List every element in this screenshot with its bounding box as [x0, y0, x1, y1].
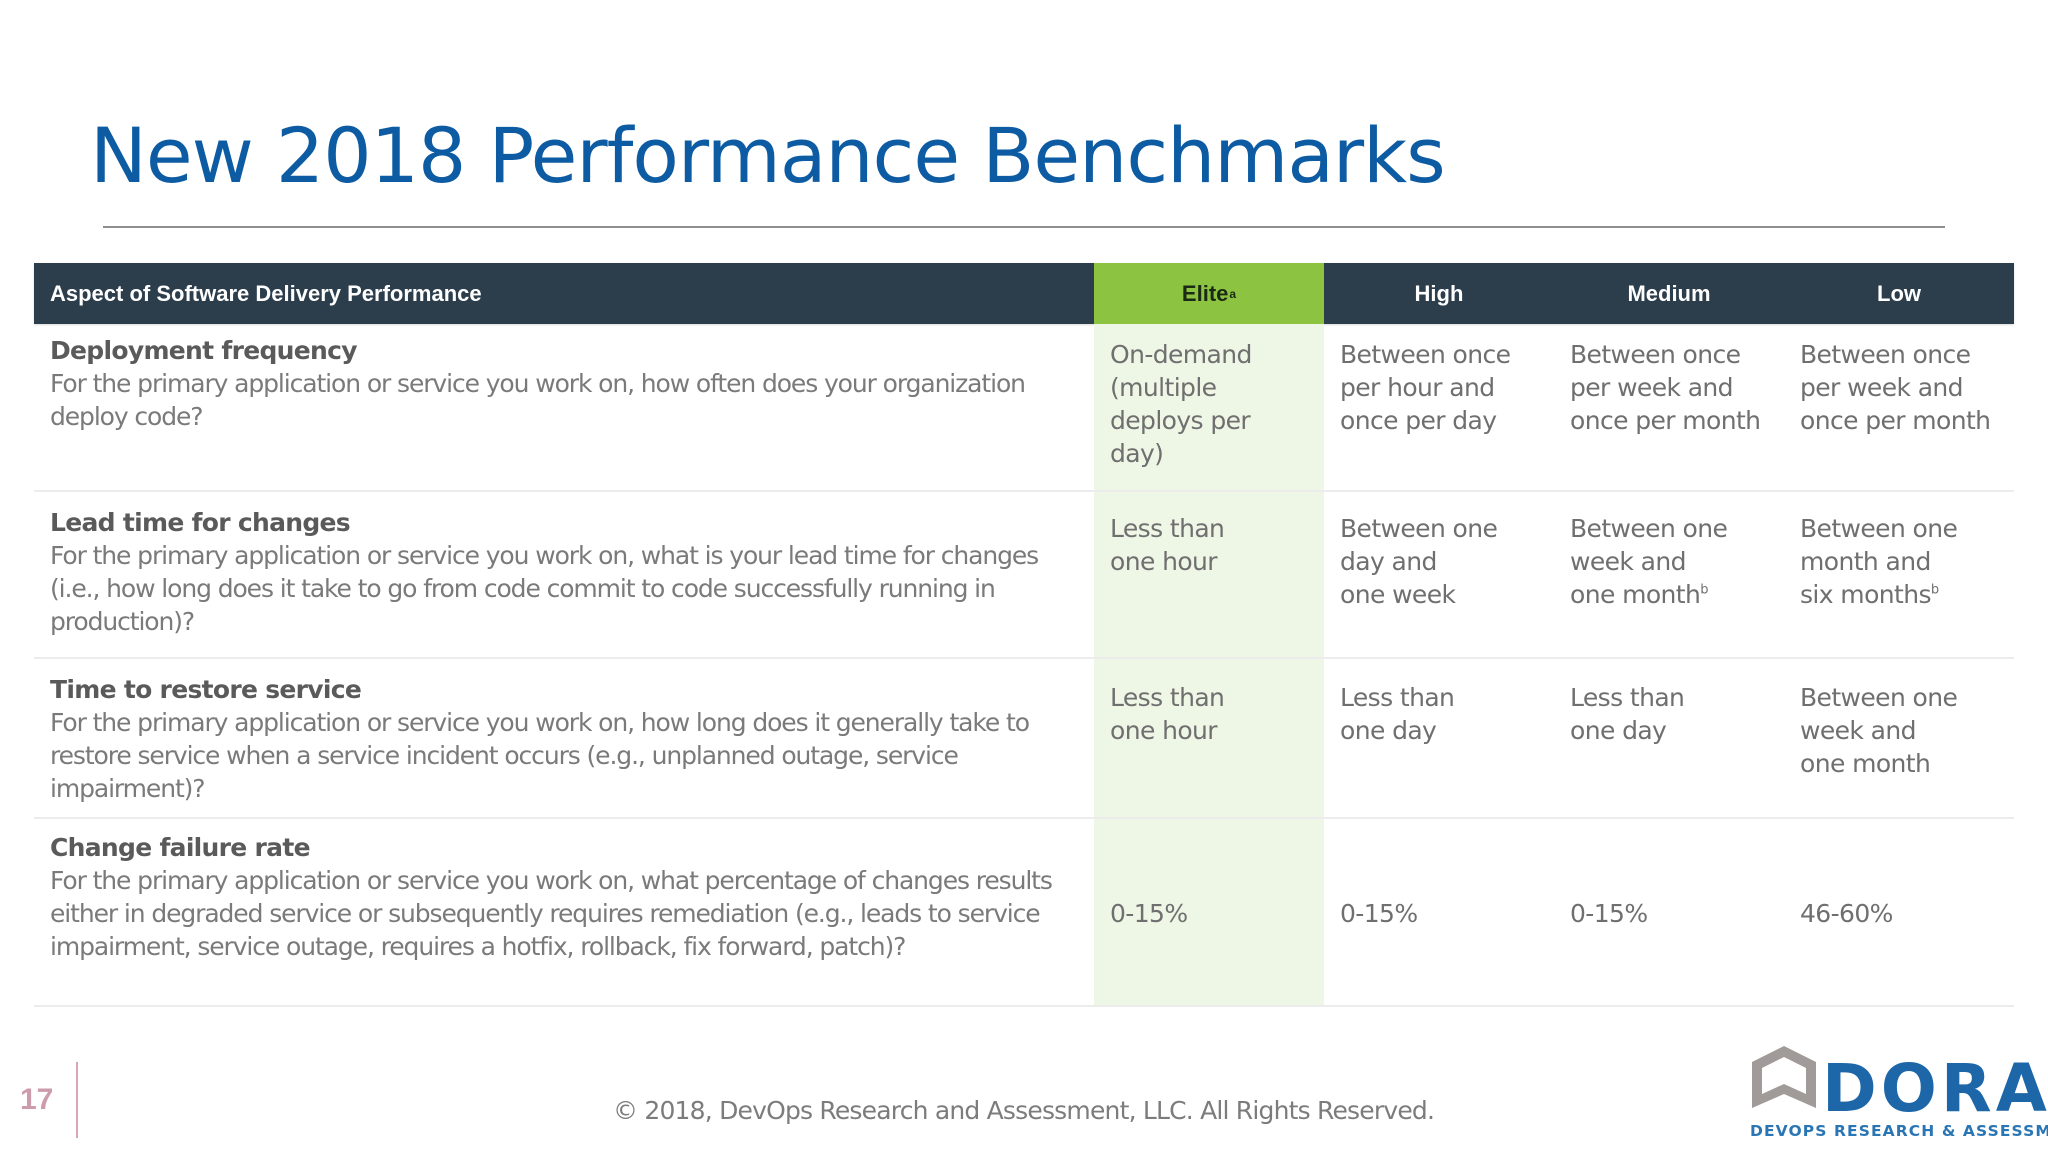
- value-line: 0-15%: [1340, 899, 1418, 928]
- aspect-name: Deployment frequency: [50, 336, 358, 365]
- low-cell: Between one week and one month: [1784, 659, 2014, 817]
- value-line: Between one: [1800, 683, 1958, 712]
- value-line: Between one: [1570, 514, 1728, 543]
- slide-title: New 2018 Performance Benchmarks: [90, 111, 1446, 200]
- high-cell: Less than one day: [1324, 659, 1554, 817]
- value-text: one month: [1570, 580, 1701, 609]
- value-line: one hour: [1110, 716, 1218, 745]
- high-cell: Between once per hour and once per day: [1324, 324, 1554, 490]
- aspect-description: For the primary application or service y…: [50, 866, 1053, 961]
- footnote-marker: b: [1700, 582, 1708, 598]
- low-cell: Between once per week and once per month: [1784, 324, 2014, 490]
- value-line: one day: [1340, 716, 1437, 745]
- high-cell: 0-15%: [1324, 819, 1554, 1005]
- medium-cell: 0-15%: [1554, 819, 1784, 1005]
- aspect-cell: Lead time for changes For the primary ap…: [34, 492, 1094, 657]
- table-row-lead-time: Lead time for changes For the primary ap…: [34, 492, 2014, 659]
- logo-wordmark: DORA: [1822, 1050, 2048, 1127]
- aspect-description: For the primary application or service y…: [50, 369, 1026, 431]
- value-line: per week and: [1800, 373, 1964, 402]
- value-line: Between one: [1340, 514, 1498, 543]
- value-line: once per month: [1570, 406, 1761, 435]
- aspect-cell: Deployment frequency For the primary app…: [34, 324, 1094, 490]
- value-line: one hour: [1110, 547, 1218, 576]
- value-line: Less than: [1110, 514, 1225, 543]
- value-line: deploys per day): [1110, 406, 1251, 468]
- table-row-change-failure-rate: Change failure rate For the primary appl…: [34, 819, 2014, 1007]
- value-line: one week: [1340, 580, 1456, 609]
- value-line: Between one: [1800, 514, 1958, 543]
- low-cell: 46-60%: [1784, 819, 2014, 1005]
- value-line: On-demand: [1110, 340, 1252, 369]
- aspect-cell: Change failure rate For the primary appl…: [34, 819, 1094, 1005]
- medium-cell: Between once per week and once per month: [1554, 324, 1784, 490]
- value-line: week and: [1570, 547, 1686, 576]
- table-row-time-to-restore: Time to restore service For the primary …: [34, 659, 2014, 819]
- aspect-description: For the primary application or service y…: [50, 708, 1030, 803]
- table-header: Aspect of Software Delivery Performance …: [34, 263, 2014, 324]
- value-line: 0-15%: [1570, 899, 1648, 928]
- value-line: Less than: [1110, 683, 1225, 712]
- aspect-name: Change failure rate: [50, 833, 311, 862]
- header-elite-label: Elite: [1181, 280, 1229, 306]
- value-line: one month: [1800, 749, 1931, 778]
- aspect-name: Time to restore service: [50, 675, 362, 704]
- header-low: Low: [1877, 280, 1921, 306]
- aspect-description: For the primary application or service y…: [50, 541, 1039, 636]
- header-medium: Medium: [1627, 280, 1711, 306]
- dora-logo: DORA DEVOPS RESEARCH & ASSESSMENT: [1750, 1044, 2048, 1144]
- value-line: Less than: [1570, 683, 1685, 712]
- header-elite: Elite a: [1094, 263, 1324, 324]
- value-line: six monthsb: [1800, 578, 1998, 611]
- header-aspect: Aspect of Software Delivery Performance: [50, 280, 482, 306]
- title-divider: [103, 226, 1945, 228]
- low-cell: Between one month and six monthsb: [1784, 492, 2014, 657]
- value-line: Less than: [1340, 683, 1455, 712]
- elite-cell: Less than one hour: [1094, 492, 1324, 657]
- benchmarks-table: Aspect of Software Delivery Performance …: [34, 263, 2014, 1007]
- aspect-cell: Time to restore service For the primary …: [34, 659, 1094, 817]
- elite-cell: Less than one hour: [1094, 659, 1324, 817]
- value-line: per hour and: [1340, 373, 1495, 402]
- elite-cell: 0-15%: [1094, 819, 1324, 1005]
- elite-cell: On-demand (multiple deploys per day): [1094, 324, 1324, 490]
- value-line: once per month: [1800, 406, 1991, 435]
- value-line: Between once: [1340, 340, 1511, 369]
- value-line: 46-60%: [1800, 899, 1893, 928]
- logo-subtitle: DEVOPS RESEARCH & ASSESSMENT: [1750, 1122, 2048, 1140]
- value-line: Between once: [1570, 340, 1741, 369]
- value-line: day and: [1340, 547, 1437, 576]
- table-row-deployment-frequency: Deployment frequency For the primary app…: [34, 324, 2014, 492]
- medium-cell: Between one week and one monthb: [1554, 492, 1784, 657]
- aspect-name: Lead time for changes: [50, 508, 351, 537]
- value-line: week and: [1800, 716, 1916, 745]
- value-line: 0-15%: [1110, 899, 1188, 928]
- value-line: (multiple: [1110, 373, 1217, 402]
- header-elite-footnote: a: [1229, 286, 1237, 301]
- high-cell: Between one day and one week: [1324, 492, 1554, 657]
- value-line: month and: [1800, 547, 1931, 576]
- page-number: 17: [20, 1083, 54, 1116]
- value-line: one monthb: [1570, 578, 1768, 611]
- value-line: per week and: [1570, 373, 1734, 402]
- value-line: once per day: [1340, 406, 1497, 435]
- medium-cell: Less than one day: [1554, 659, 1784, 817]
- header-high: High: [1414, 280, 1464, 306]
- value-line: one day: [1570, 716, 1667, 745]
- page-number-divider: [76, 1062, 78, 1138]
- value-text: six months: [1800, 580, 1931, 609]
- copyright-notice: © 2018, DevOps Research and Assessment, …: [613, 1096, 1435, 1125]
- house-outline-icon: [1752, 1046, 1816, 1108]
- value-line: Between once: [1800, 340, 1971, 369]
- footnote-marker: b: [1930, 582, 1939, 598]
